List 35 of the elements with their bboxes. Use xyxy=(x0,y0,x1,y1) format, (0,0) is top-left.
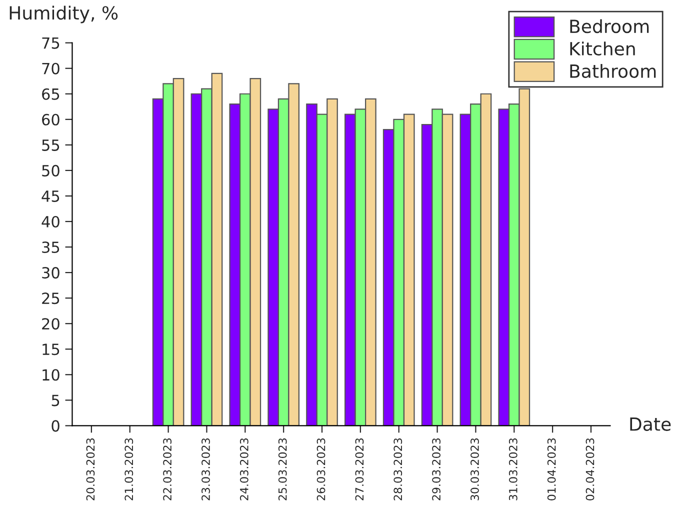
y-tick-label: 50 xyxy=(42,164,60,176)
y-tick-label: 10 xyxy=(42,369,60,381)
legend-label: Bedroom xyxy=(570,19,649,34)
x-tick-label: 02.04.2023 xyxy=(586,438,594,500)
y-tick-label: 60 xyxy=(42,114,60,126)
legend-label: Kitchen xyxy=(570,42,635,56)
legend-label: Bathroom xyxy=(570,64,656,78)
y-tick-label: 75 xyxy=(42,37,60,49)
x-tick-label: 31.03.2023 xyxy=(508,438,518,500)
y-tick-label: 45 xyxy=(42,190,60,202)
y-tick-label: 70 xyxy=(42,62,60,74)
x-tick-label: 28.03.2023 xyxy=(394,438,402,500)
x-tick-label: 23.03.2023 xyxy=(202,438,210,500)
x-tick-label: 20.03.2023 xyxy=(86,438,95,500)
y-tick-label: 65 xyxy=(42,88,60,100)
y-tick-label: 15 xyxy=(42,344,60,356)
y-axis-title: Humidity, % xyxy=(10,6,118,24)
x-tick-label: 30.03.2023 xyxy=(470,438,479,500)
y-tick-label: 5 xyxy=(52,394,60,406)
y-tick-label: 30 xyxy=(42,267,60,279)
y-tick-label: 40 xyxy=(42,216,60,228)
y-tick-label: 0 xyxy=(52,420,60,432)
x-tick-label: 22.03.2023 xyxy=(163,438,172,500)
x-tick-label: 24.03.2023 xyxy=(240,438,248,500)
y-tick-label: 20 xyxy=(42,318,60,330)
y-tick-label: 25 xyxy=(42,292,60,304)
x-tick-label: 29.03.2023 xyxy=(432,438,441,500)
y-tick-label: 35 xyxy=(42,241,60,254)
x-tick-label: 26.03.2023 xyxy=(316,438,326,500)
x-tick-label: 25.03.2023 xyxy=(278,438,287,500)
x-tick-label: 01.04.2023 xyxy=(547,438,556,500)
x-tick-label: 27.03.2023 xyxy=(355,438,364,500)
x-tick-label: 21.03.2023 xyxy=(124,438,134,500)
y-tick-label: 55 xyxy=(42,140,60,151)
x-axis-title: Date xyxy=(630,418,671,431)
